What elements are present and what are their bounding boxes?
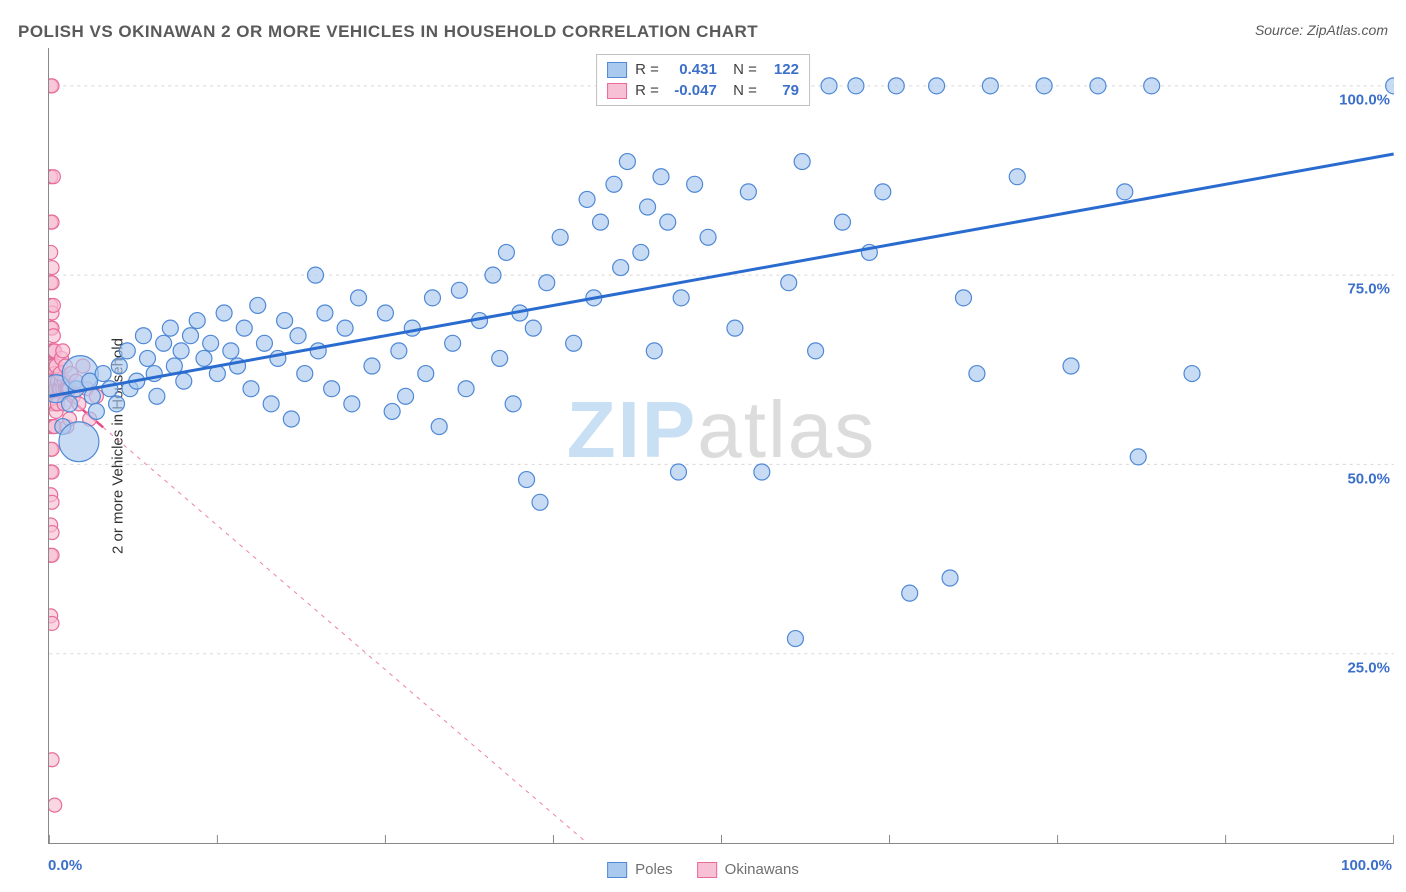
- stat-r-value: -0.047: [667, 82, 717, 99]
- stat-n-label: N =: [725, 82, 757, 99]
- legend-item: Okinawans: [697, 861, 799, 878]
- x-axis-label-left: 0.0%: [48, 857, 82, 874]
- legend-item: Poles: [607, 861, 673, 878]
- chart-title: POLISH VS OKINAWAN 2 OR MORE VEHICLES IN…: [18, 22, 758, 42]
- stats-swatch: [607, 62, 627, 78]
- bottom-legend: Poles Okinawans: [607, 861, 799, 878]
- y-tick-label: 75.0%: [1347, 281, 1390, 298]
- chart-plot-area: ZIPatlas: [48, 48, 1394, 844]
- legend-swatch: [607, 862, 627, 878]
- legend-label: Okinawans: [725, 861, 799, 878]
- source-attribution: Source: ZipAtlas.com: [1255, 22, 1388, 38]
- scatter-plot-svg: [49, 48, 1394, 843]
- stats-row: R = 0.431 N = 122: [607, 59, 799, 80]
- stats-swatch: [607, 83, 627, 99]
- stats-box: R = 0.431 N = 122 R = -0.047 N = 79: [596, 54, 810, 106]
- stat-r-value: 0.431: [667, 61, 717, 78]
- stat-r-label: R =: [635, 82, 659, 99]
- stat-n-value: 122: [765, 61, 799, 78]
- x-axis-label-right: 100.0%: [1341, 857, 1392, 874]
- stat-n-value: 79: [765, 82, 799, 99]
- y-tick-label: 100.0%: [1339, 91, 1390, 108]
- y-tick-label: 25.0%: [1347, 660, 1390, 677]
- stats-row: R = -0.047 N = 79: [607, 80, 799, 101]
- legend-label: Poles: [635, 861, 673, 878]
- stat-r-label: R =: [635, 61, 659, 78]
- stat-n-label: N =: [725, 61, 757, 78]
- legend-swatch: [697, 862, 717, 878]
- y-tick-label: 50.0%: [1347, 470, 1390, 487]
